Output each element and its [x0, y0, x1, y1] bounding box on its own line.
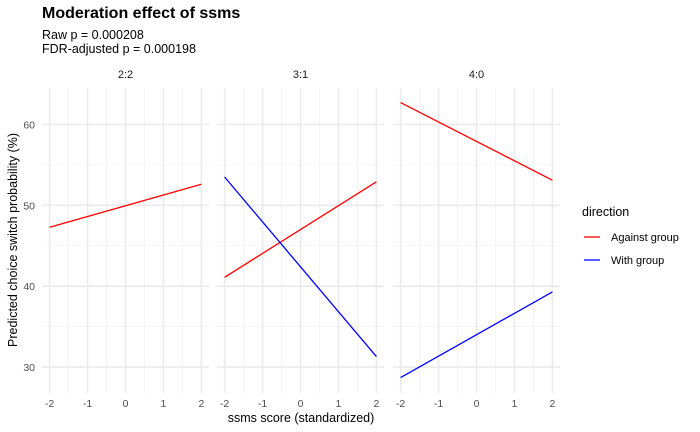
x-tick-label: 2: [549, 398, 555, 410]
legend-label-with-group: With group: [611, 255, 664, 267]
x-tick-label: 1: [161, 398, 167, 410]
x-tick-label: 0: [298, 398, 304, 410]
x-tick-label: -2: [220, 398, 229, 410]
y-axis-title: Predicted choice switch probability (%): [6, 133, 20, 347]
y-tick-label: 60: [23, 119, 35, 131]
facet-strip-label: 3:1: [293, 69, 308, 81]
chart-title: Moderation effect of ssms: [42, 5, 241, 22]
x-tick-label: 1: [336, 398, 342, 410]
x-tick-label: 0: [123, 398, 129, 410]
series-line-with-group: [400, 291, 553, 379]
chart-subtitle-raw-p: Raw p = 0.000208: [42, 28, 144, 42]
facet-strip-label: 4:0: [469, 69, 484, 81]
x-tick-label: 2: [373, 398, 379, 410]
x-axis-title: ssms score (standardized): [228, 411, 375, 425]
legend-title: direction: [582, 205, 629, 219]
series-line-against-group: [49, 183, 202, 228]
x-tick-label: -2: [396, 398, 405, 410]
series-line-against-group: [224, 181, 377, 278]
x-tick-label: 0: [474, 398, 480, 410]
x-tick-label: -1: [258, 398, 267, 410]
x-tick-label: -2: [45, 398, 54, 410]
x-tick-label: 2: [198, 398, 204, 410]
y-tick-label: 40: [23, 281, 35, 293]
y-tick-label: 50: [23, 200, 35, 212]
x-tick-label: -1: [434, 398, 443, 410]
series-line-against-group: [400, 102, 553, 181]
chart-subtitle-fdr-p: FDR-adjusted p = 0.000198: [42, 42, 196, 56]
series-line-with-group: [224, 176, 377, 358]
facet-strip-label: 2:2: [118, 69, 133, 81]
x-tick-label: 1: [512, 398, 518, 410]
x-tick-label: -1: [83, 398, 92, 410]
y-tick-label: 30: [23, 362, 35, 374]
legend-label-against-group: Against group: [611, 232, 679, 244]
